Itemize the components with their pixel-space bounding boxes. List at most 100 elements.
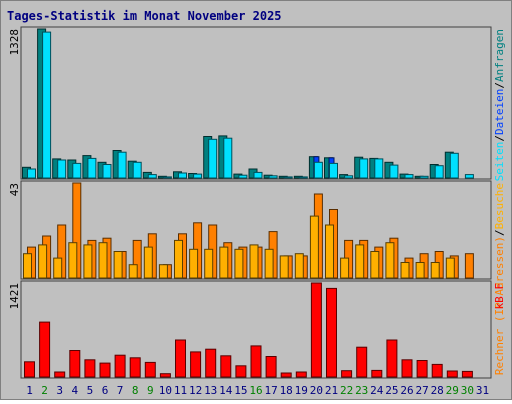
day-label-22: 22 — [340, 384, 353, 397]
bar-kbytes-day-2 — [39, 321, 51, 378]
bar-visits-day-26 — [400, 262, 410, 279]
bar-kbytes-day-6 — [99, 362, 111, 378]
y-max-label: 1328 — [8, 29, 21, 56]
day-label-7: 7 — [117, 384, 124, 397]
panel-border — [20, 280, 492, 379]
bar-pages-day-16 — [253, 171, 263, 179]
day-label-23: 23 — [355, 384, 368, 397]
bar-visits-day-18 — [279, 255, 289, 279]
bar-kbytes-day-20 — [310, 282, 322, 378]
bar-pages-day-1 — [27, 168, 36, 179]
bar-pages-day-8 — [132, 161, 142, 179]
bar-pages-day-15 — [238, 174, 248, 179]
bar-pages-day-21 — [329, 162, 338, 179]
bar-kbytes-day-19 — [295, 371, 307, 378]
bar-visits-day-9 — [143, 246, 153, 279]
bar-visits-day-13 — [204, 248, 214, 279]
bar-kbytes-day-14 — [220, 355, 232, 378]
bar-pages-day-17 — [268, 175, 278, 179]
bar-pages-day-14 — [223, 137, 233, 179]
bar-kbytes-day-13 — [205, 348, 217, 378]
bar-sites-day-30 — [464, 253, 474, 279]
chart-panel-2: 43 Rechner (IP-Adressen)/Besuche — [8, 180, 506, 375]
day-label-5: 5 — [87, 384, 94, 397]
bar-kbytes-day-17 — [265, 356, 277, 378]
day-label-8: 8 — [132, 384, 139, 397]
bar-visits-day-3 — [53, 257, 63, 279]
day-label-28: 28 — [431, 384, 444, 397]
legend-entry: kB F — [493, 283, 506, 310]
bar-visits-day-21 — [325, 224, 334, 279]
day-label-3: 3 — [56, 384, 63, 397]
bar-pages-day-9 — [147, 174, 157, 179]
bar-pages-day-28 — [434, 165, 444, 179]
bar-visits-day-25 — [385, 242, 395, 279]
bar-kbytes-day-28 — [431, 363, 443, 378]
day-label-25: 25 — [385, 384, 398, 397]
bar-kbytes-day-25 — [386, 339, 398, 378]
bar-pages-day-29 — [449, 152, 459, 179]
bar-visits-day-11 — [174, 239, 183, 279]
bar-kbytes-day-21 — [326, 287, 337, 378]
legend-separator: / — [493, 135, 506, 142]
legend-panel-3: kB F — [493, 283, 506, 310]
bar-kbytes-day-15 — [235, 365, 247, 378]
chart-panel-3: 1421 kB F — [8, 280, 506, 379]
bar-visits-day-2 — [38, 244, 48, 279]
bar-visits-day-19 — [294, 253, 304, 279]
bar-pages-day-22 — [344, 175, 354, 179]
day-label-6: 6 — [102, 384, 109, 397]
bar-visits-day-10 — [158, 264, 168, 279]
day-label-17: 17 — [264, 384, 277, 397]
bar-visits-day-15 — [234, 248, 244, 279]
day-label-1: 1 — [26, 384, 33, 397]
bar-visits-day-8 — [128, 264, 138, 279]
day-label-27: 27 — [415, 384, 428, 397]
bar-visits-day-1 — [23, 253, 32, 279]
day-axis-labels: 1 2 3 4 5 6 7 8 9 10 11 12 13 14 15 16 17 18 19 20 21 22 23 24 2… — [26, 384, 489, 397]
bar-pages-day-18 — [283, 176, 293, 179]
legend-entry: Seiten — [493, 142, 506, 182]
legend-entry: Rechner (IP-Adressen) — [493, 236, 506, 375]
bar-visits-day-16 — [249, 244, 259, 279]
bar-pages-day-3 — [57, 159, 67, 179]
panel-border — [20, 26, 492, 180]
bar-pages-day-12 — [193, 173, 203, 179]
day-label-14: 14 — [219, 384, 233, 397]
day-label-11: 11 — [174, 384, 187, 397]
day-label-9: 9 — [147, 384, 154, 397]
legend-entry: Dateien — [493, 89, 506, 135]
bar-kbytes-day-5 — [84, 359, 96, 378]
day-label-16: 16 — [249, 384, 262, 397]
bar-visits-day-12 — [189, 248, 199, 279]
bar-pages-day-19 — [298, 176, 308, 179]
day-label-4: 4 — [71, 384, 78, 397]
bar-visits-day-4 — [68, 242, 78, 279]
bar-visits-day-20 — [309, 215, 319, 279]
bar-visits-day-24 — [370, 251, 380, 279]
y-max-label: 1421 — [8, 283, 21, 310]
bar-visits-day-22 — [340, 257, 350, 279]
bar-visits-day-28 — [430, 262, 440, 279]
day-label-18: 18 — [280, 384, 293, 397]
day-label-29: 29 — [446, 384, 459, 397]
bar-visits-day-27 — [415, 262, 425, 279]
bar-kbytes-day-7 — [114, 354, 126, 378]
legend-panel-1: Seiten/Dateien/Anfragen — [493, 29, 506, 181]
day-label-2: 2 — [41, 384, 48, 397]
bar-pages-day-10 — [162, 176, 172, 179]
bar-pages-day-20 — [313, 161, 323, 179]
bar-kbytes-day-8 — [129, 357, 141, 378]
day-label-30: 30 — [461, 384, 474, 397]
bar-pages-day-11 — [178, 172, 187, 179]
panel-border — [20, 180, 492, 280]
bar-pages-day-23 — [359, 158, 369, 179]
bar-kbytes-day-26 — [401, 359, 413, 378]
bar-pages-day-7 — [117, 151, 127, 179]
bar-visits-day-5 — [83, 244, 93, 279]
legend-panel-2: Rechner (IP-Adressen)/Besuche — [493, 183, 506, 375]
bar-kbytes-day-11 — [175, 339, 186, 378]
bar-kbytes-day-18 — [280, 372, 292, 378]
